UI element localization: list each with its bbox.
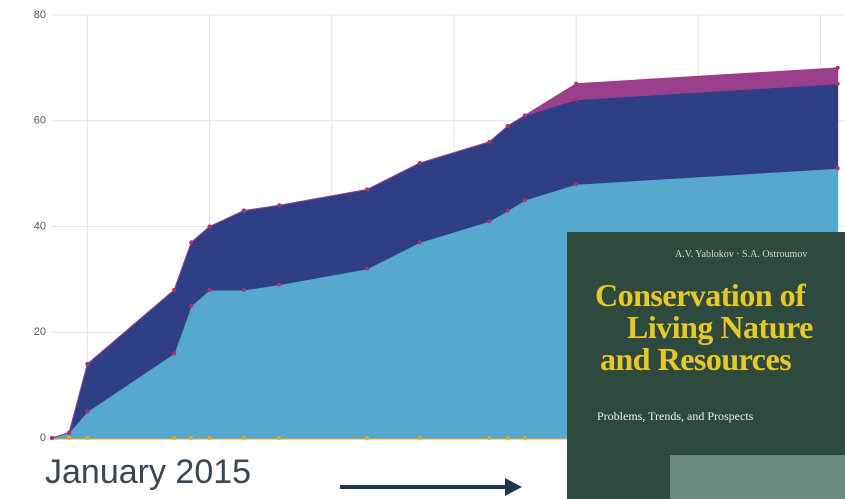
- point: [365, 266, 370, 271]
- point: [522, 436, 527, 440]
- book-authors: A.V. Yablokov · S.A. Ostroumov: [675, 249, 808, 260]
- point: [277, 436, 282, 440]
- point: [67, 430, 72, 435]
- point: [487, 219, 492, 224]
- point: [505, 436, 510, 440]
- point: [172, 436, 177, 440]
- point: [207, 287, 212, 292]
- point: [241, 287, 246, 292]
- y-tick-label: 0: [40, 432, 46, 444]
- arrow-head: [505, 478, 522, 496]
- point: [67, 436, 72, 440]
- point: [277, 282, 282, 287]
- point: [189, 240, 194, 245]
- point: [487, 139, 492, 144]
- book-image: [670, 455, 845, 499]
- area: [51, 67, 839, 439]
- point: [574, 182, 579, 187]
- y-tick-label: 60: [34, 115, 46, 127]
- point: [835, 81, 840, 86]
- point: [365, 187, 370, 192]
- point: [365, 436, 370, 440]
- point: [241, 208, 246, 213]
- point: [189, 436, 194, 440]
- point: [522, 198, 527, 203]
- book-title: Living Nature: [627, 309, 813, 345]
- book-subtitle: Problems, Trends, and Prospects: [597, 409, 754, 423]
- point: [835, 65, 840, 70]
- y-tick-label: 40: [34, 220, 46, 232]
- point: [835, 166, 840, 171]
- point: [189, 303, 194, 308]
- point: [487, 436, 492, 440]
- annotation: January 2015: [45, 453, 251, 491]
- point: [85, 436, 90, 440]
- point: [522, 113, 527, 118]
- point: [417, 436, 422, 440]
- point: [172, 287, 177, 292]
- point: [85, 361, 90, 366]
- point: [574, 81, 579, 86]
- point: [417, 240, 422, 245]
- y-tick-label: 80: [34, 9, 46, 21]
- point: [417, 161, 422, 166]
- point: [85, 409, 90, 414]
- point: [505, 124, 510, 129]
- point: [50, 436, 54, 440]
- point: [505, 208, 510, 213]
- y-tick-label: 20: [34, 326, 46, 338]
- book-title: and Resources: [600, 341, 792, 377]
- point: [207, 436, 212, 440]
- book-cover: A.V. Yablokov · S.A. Ostroumov Conservat…: [567, 232, 845, 499]
- point: [574, 97, 579, 102]
- point: [241, 436, 246, 440]
- point: [172, 351, 177, 356]
- point: [277, 203, 282, 208]
- book-title: Conservation of: [595, 277, 806, 313]
- point: [207, 224, 212, 229]
